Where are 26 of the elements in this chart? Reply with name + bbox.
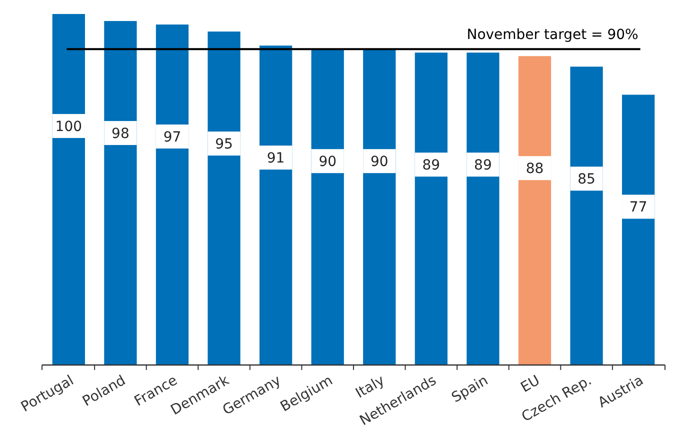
bar (466, 52, 500, 365)
bar (52, 14, 85, 365)
bar (156, 24, 189, 365)
bar (260, 46, 292, 365)
x-tick-label: EU (518, 372, 543, 396)
data-label: 89 (422, 158, 440, 174)
data-label: 91 (266, 150, 285, 167)
bar (518, 56, 552, 365)
bar (622, 94, 655, 365)
data-label: 90 (370, 154, 388, 170)
data-label: 100 (55, 119, 82, 135)
data-label: 85 (578, 172, 596, 188)
data-label: 89 (474, 158, 492, 174)
bar (208, 32, 240, 365)
bar (570, 66, 603, 365)
ref-line-label: November target = 90% (466, 27, 638, 44)
bar (414, 52, 448, 365)
data-label: 98 (112, 126, 130, 142)
bar (363, 49, 396, 365)
bar (311, 49, 344, 365)
data-label: 95 (215, 136, 233, 153)
data-label: 97 (163, 130, 182, 146)
data-label: 90 (318, 154, 337, 170)
data-label: 77 (629, 200, 648, 216)
bar (104, 21, 137, 365)
data-label: 88 (526, 161, 544, 178)
